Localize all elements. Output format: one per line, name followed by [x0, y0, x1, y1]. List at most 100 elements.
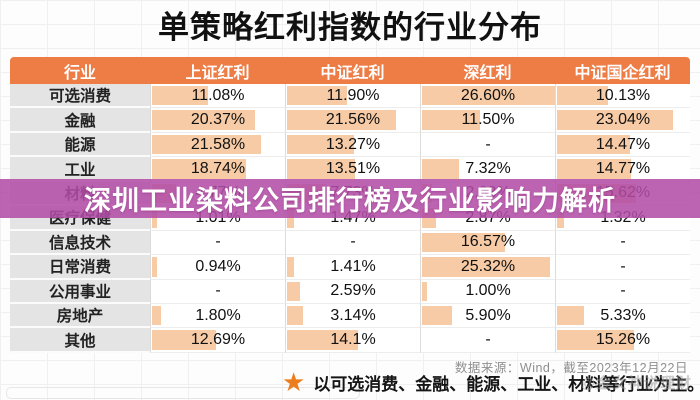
value-text: - — [620, 282, 626, 300]
value-cell: 25.32% — [420, 255, 555, 280]
industry-label: 房地产 — [10, 303, 150, 329]
table-row: 金融 20.37% 21.56% 11.50% 23.04% — [10, 108, 690, 133]
data-bar — [287, 86, 347, 106]
value-text: 14.1% — [330, 331, 376, 349]
data-bar — [287, 110, 396, 130]
value-cell: 5.33% — [555, 303, 690, 329]
value-text: - — [620, 233, 626, 251]
data-bar — [287, 305, 303, 326]
table-row: 其他 12.69% 14.1% - 15.26% — [10, 328, 690, 353]
value-text: 1.80% — [195, 306, 241, 324]
value-text: 21.58% — [190, 135, 246, 153]
value-cell: 1.00% — [420, 279, 555, 304]
value-text: 11.90% — [326, 86, 380, 104]
table-row: 信息技术 - - 16.57% - — [10, 230, 690, 256]
data-bar — [422, 110, 480, 130]
value-cell: - — [555, 279, 690, 304]
table-row: 工业 18.74% 13.51% 7.32% 14.77% — [10, 157, 690, 182]
background-box — [6, 387, 360, 399]
table-row: 公用事业 - 2.59% 1.00% - — [10, 279, 690, 304]
data-bar — [422, 305, 452, 326]
data-bar — [422, 281, 428, 301]
table-row: 房地产 1.80% 3.14% 5.90% 5.33% — [10, 303, 690, 329]
footer-note: ★ 以可选消费、金融、能源、工业、材料等行业为主。 — [282, 366, 700, 398]
value-text: 14.77% — [595, 160, 651, 178]
column-header: 中证国企红利 — [574, 64, 671, 82]
value-cell: 3.14% — [285, 303, 420, 329]
value-text: - — [485, 331, 491, 349]
value-text: 5.33% — [600, 306, 646, 324]
value-cell: 11.50% — [420, 108, 555, 133]
value-text: 10.13% — [595, 86, 651, 104]
banner-text: 深圳工业染料公司排行榜及行业影响力解析 — [84, 186, 616, 216]
value-cell: 10.13% — [555, 84, 690, 109]
data-bar — [152, 330, 216, 350]
data-bar — [557, 110, 674, 130]
value-cell: 16.57% — [420, 230, 555, 256]
value-text: 1.00% — [465, 282, 511, 300]
value-text: 13.27% — [325, 135, 381, 153]
value-cell: - — [150, 279, 285, 304]
data-bar — [152, 257, 157, 277]
value-text: 12.69% — [190, 331, 246, 349]
value-text: 7.32% — [465, 160, 511, 178]
value-cell: 5.90% — [420, 303, 555, 329]
value-cell: 23.04% — [555, 108, 690, 133]
value-text: 1.41% — [330, 257, 376, 275]
value-cell: 1.41% — [285, 255, 420, 280]
value-cell: 13.51% — [285, 157, 420, 182]
table-row: 能源 21.58% 13.27% - 14.47% — [10, 132, 690, 158]
data-bar — [152, 159, 247, 179]
value-text: - — [350, 233, 356, 251]
data-bar — [422, 159, 459, 179]
value-text: 23.04% — [595, 111, 651, 129]
value-cell: 11.08% — [150, 84, 285, 109]
data-bar — [287, 330, 359, 350]
value-text: 18.74% — [190, 160, 246, 178]
value-cell: 12.69% — [150, 328, 285, 353]
value-cell: 14.1% — [285, 328, 420, 353]
value-cell: 14.47% — [555, 132, 690, 158]
watermark-banner: 深圳工业染料公司排行榜及行业影响力解析 — [0, 179, 700, 218]
data-bar — [557, 134, 630, 155]
table-body: 可选消费 11.08% 11.90% 26.60% 10.13% 金融 20.37% 21.5… — [10, 84, 690, 353]
data-bar — [422, 232, 506, 253]
value-text: - — [485, 135, 491, 153]
data-bar — [287, 134, 354, 155]
value-text: 11.08% — [191, 86, 245, 104]
value-cell: 0.94% — [150, 255, 285, 280]
value-text: 2.59% — [330, 282, 376, 300]
table-header-row: 行业 上证红利 中证红利 深红利 中证国企红利 — [10, 57, 690, 84]
data-bar — [152, 305, 162, 326]
industry-label: 信息技术 — [10, 230, 150, 256]
column-header: 行业 — [63, 64, 96, 82]
data-bar — [152, 134, 261, 155]
value-cell: 1.80% — [150, 303, 285, 329]
value-cell: 13.27% — [285, 132, 420, 158]
data-bar — [422, 257, 550, 277]
value-cell: 14.77% — [555, 157, 690, 182]
data-bar — [287, 257, 295, 277]
value-text: 26.60% — [460, 86, 516, 104]
value-cell: - — [420, 132, 555, 158]
value-text: 20.37% — [190, 111, 246, 129]
value-cell: - — [555, 230, 690, 256]
data-bar — [557, 330, 634, 350]
industry-label: 其他 — [10, 328, 150, 353]
data-bar — [557, 86, 609, 106]
value-cell: 11.90% — [285, 84, 420, 109]
industry-label: 可选消费 — [10, 84, 150, 109]
value-text: - — [215, 282, 221, 300]
industry-label: 金融 — [10, 108, 150, 133]
value-cell: 15.26% — [555, 328, 690, 353]
column-header: 上证红利 — [185, 64, 250, 82]
data-bar — [287, 281, 301, 301]
value-cell: 21.58% — [150, 132, 285, 158]
author-watermark: @金女神说理财 — [580, 375, 692, 392]
page-title: 单策略红利指数的行业分布 — [158, 10, 542, 45]
value-text: 5.90% — [465, 306, 511, 324]
industry-label: 日常消费 — [10, 255, 150, 280]
value-text: 16.57% — [460, 233, 516, 251]
value-cell: 26.60% — [420, 84, 556, 109]
data-bar — [557, 159, 632, 179]
